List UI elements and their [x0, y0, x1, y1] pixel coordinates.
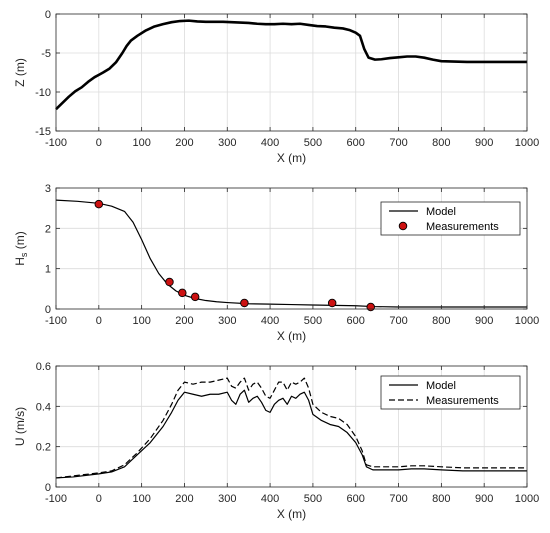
wave-height-measurement-point [240, 298, 249, 308]
velocity-x-tick-label: 800 [432, 493, 450, 505]
velocity-panel: -100 0 100 200 300 400 500 600 700 800 900 100000.2… [13, 361, 539, 521]
bathymetry-axes-frame [55, 13, 528, 132]
velocity-legend-label: Measurements [426, 395, 499, 407]
velocity-series-line-measurements [55, 377, 527, 479]
velocity-y-tick-label: 0 [45, 482, 51, 494]
wave-height-legend-label: Measurements [426, 221, 499, 233]
velocity-y-tick-label: 0.6 [36, 361, 51, 373]
wave-height-y-tick-label: 2 [45, 223, 51, 235]
bathymetry-x-tick-label: 600 [347, 137, 365, 149]
wave-height-x-tick-label: 700 [389, 315, 407, 327]
velocity-x-tick-label: 400 [261, 493, 279, 505]
bathymetry-x-tick-label: 900 [475, 137, 493, 149]
wave-height-x-tick-label: 600 [347, 315, 365, 327]
velocity-axes-frame [55, 365, 528, 488]
bathymetry-y-tick-label: -5 [41, 48, 51, 60]
wave-height-x-tick-label: 900 [475, 315, 493, 327]
velocity-legend: Model Measurements [380, 375, 521, 410]
velocity-legend-label: Model [426, 380, 456, 392]
wave-height-x-tick-label: 200 [175, 315, 193, 327]
wave-height-measurement-point [94, 199, 104, 209]
bathymetry-plot-area [56, 14, 527, 131]
velocity-x-axis-label: X (m) [277, 507, 306, 521]
velocity-x-tick-label: 200 [175, 493, 193, 505]
bathymetry-panel: -100 0 100 200 300 400 500 600 700 800 900 1000-15-… [13, 9, 539, 165]
velocity-x-tick-label: 0 [96, 493, 102, 505]
bathymetry-x-tick-label: -100 [45, 137, 67, 149]
bathymetry-x-tick-label: 200 [175, 137, 193, 149]
bathymetry-x-tick-label: 100 [132, 137, 150, 149]
velocity-series-line-model [55, 389, 527, 479]
bathymetry-x-tick-label: 0 [96, 137, 102, 149]
bathymetry-x-tick-label: 500 [304, 137, 322, 149]
wave-height-y-axis-label: Hs (m) [13, 231, 29, 266]
velocity-legend-box [380, 375, 521, 410]
bathymetry-x-tick-label: 1000 [515, 137, 539, 149]
velocity-x-tick-label: 300 [218, 493, 236, 505]
velocity-x-tick-label: 700 [389, 493, 407, 505]
bathymetry-y-tick-label: 0 [45, 9, 51, 21]
bathymetry-series-line-profile [55, 19, 527, 111]
velocity-y-tick-label: 0.2 [36, 442, 51, 454]
velocity-x-tick-label: -100 [45, 493, 67, 505]
bathymetry-x-tick-label: 400 [261, 137, 279, 149]
bathymetry-x-axis-label: X (m) [277, 151, 306, 165]
wave-height-x-tick-label: 1000 [515, 315, 539, 327]
bathymetry-y-tick-label: -10 [35, 87, 51, 99]
velocity-x-tick-label: 600 [347, 493, 365, 505]
wave-height-measurement-point [190, 292, 200, 302]
wave-height-x-tick-label: 400 [261, 315, 279, 327]
bathymetry-y-axis-label: Z (m) [13, 58, 27, 87]
wave-height-measurement-point [366, 302, 375, 312]
wave-height-measurement-point [165, 277, 174, 287]
velocity-y-tick-label: 0.4 [36, 401, 51, 413]
wave-height-legend: Model Measurements [380, 201, 521, 236]
wave-height-x-tick-label: 300 [218, 315, 236, 327]
wave-height-x-tick-label: 100 [132, 315, 150, 327]
wave-height-x-tick-label: 800 [432, 315, 450, 327]
bathymetry-x-tick-label: 300 [218, 137, 236, 149]
wave-height-legend-marker [398, 221, 408, 231]
wave-height-axes-frame [55, 187, 528, 310]
bathymetry-x-tick-label: 700 [389, 137, 407, 149]
velocity-x-tick-label: 900 [475, 493, 493, 505]
velocity-x-tick-label: 100 [132, 493, 150, 505]
wave-height-x-tick-label: 0 [96, 315, 102, 327]
wave-height-measurement-point [178, 288, 187, 298]
wave-height-y-tick-label: 0 [45, 304, 51, 316]
wave-height-legend-label: Model [426, 206, 456, 218]
bathymetry-x-tick-label: 800 [432, 137, 450, 149]
wave-height-x-tick-label: 500 [304, 315, 322, 327]
velocity-y-axis-label: U (m/s) [13, 407, 27, 446]
bathymetry-y-tick-label: -15 [35, 126, 51, 138]
wave-height-panel: -100 0 100 200 300 400 500 600 700 800 900 10000123… [13, 183, 539, 343]
wave-height-x-tick-label: -100 [45, 315, 67, 327]
wave-height-y-tick-label: 1 [45, 264, 51, 276]
velocity-x-tick-label: 1000 [515, 493, 539, 505]
velocity-x-tick-label: 500 [304, 493, 322, 505]
wave-height-x-axis-label: X (m) [277, 329, 306, 343]
wave-height-y-tick-label: 3 [45, 183, 51, 195]
wave-height-measurement-point [327, 298, 337, 308]
